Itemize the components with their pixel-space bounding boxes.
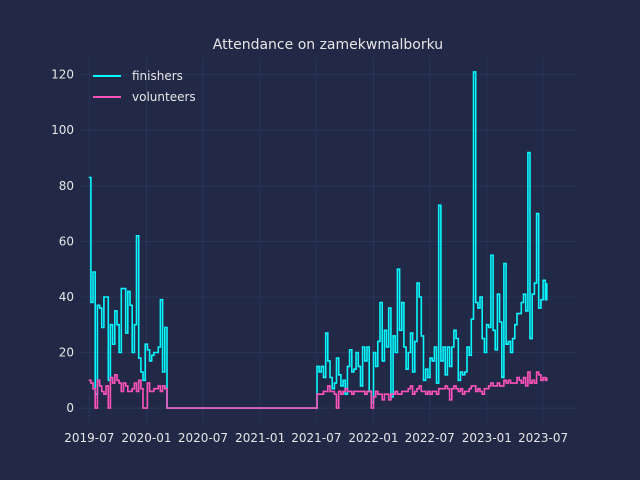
x-tick-label: 2022-07: [405, 431, 455, 445]
x-tick-label: 2021-07: [291, 431, 341, 445]
x-tick-label: 2023-07: [518, 431, 568, 445]
x-tick-label: 2020-07: [178, 431, 228, 445]
series-lines: [88, 71, 548, 409]
legend-label-volunteers: volunteers: [132, 90, 196, 104]
chart-title: Attendance on zamekwmalborku: [213, 37, 443, 53]
x-tick-label: 2022-01: [348, 431, 398, 445]
x-tick-label: 2021-01: [235, 431, 285, 445]
series-line-volunteers: [88, 371, 548, 409]
x-tick-label: 2023-01: [462, 431, 512, 445]
legend: finishers volunteers: [93, 69, 196, 104]
y-tick-label: 0: [66, 401, 74, 415]
axis-tick-labels: 2019-07 2020-01 2020-07 2021-01 2021-07 2022-…: [51, 68, 568, 445]
y-tick-label: 40: [59, 290, 74, 304]
y-tick-label: 80: [59, 179, 74, 193]
x-tick-label: 2019-07: [64, 431, 114, 445]
y-tick-label: 20: [59, 346, 74, 360]
y-tick-label: 60: [59, 234, 74, 248]
legend-label-finishers: finishers: [132, 69, 183, 83]
x-tick-label: 2020-01: [121, 431, 171, 445]
series-line-finishers: [88, 71, 548, 409]
y-tick-label: 100: [51, 123, 74, 137]
y-tick-label: 120: [51, 68, 74, 82]
